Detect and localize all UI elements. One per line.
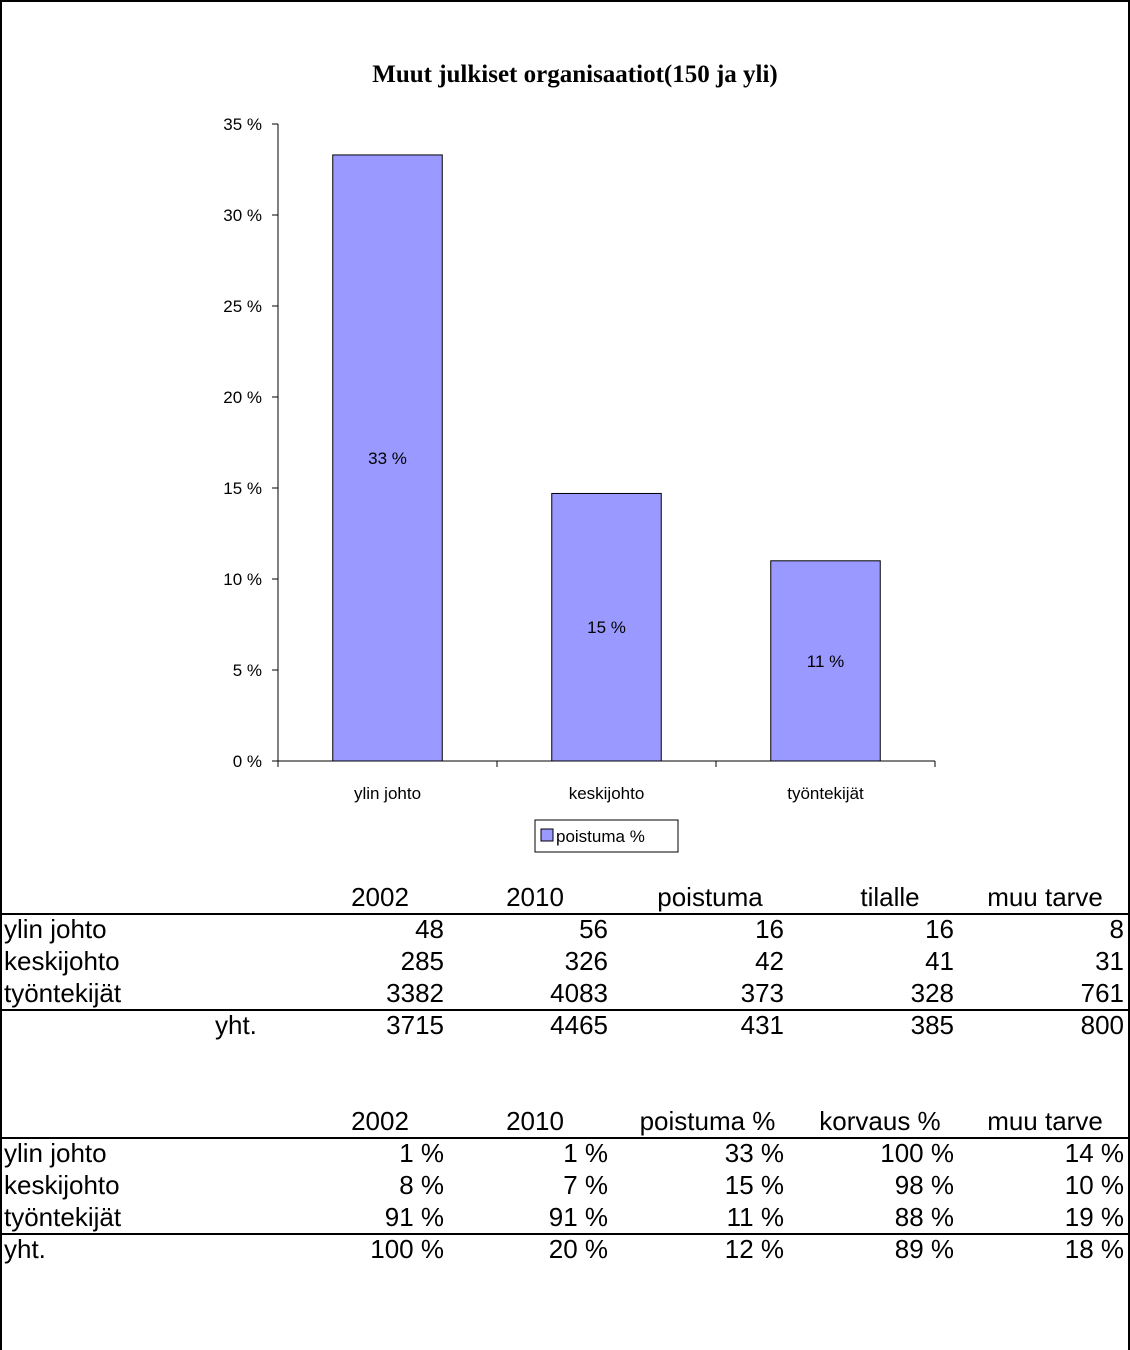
bar-data-label: 33 % [368, 449, 407, 468]
table-cell: 20 % [548, 1234, 608, 1264]
table-cell: 11 % [726, 1202, 784, 1232]
table-cell: 285 [400, 946, 444, 976]
table-cell: 3382 [386, 978, 444, 1008]
table-cell: 373 [740, 978, 784, 1008]
bar-data-label: 11 % [807, 652, 845, 671]
bar-työntekijät [770, 560, 881, 762]
legend-label: poistuma % [556, 827, 645, 846]
x-tick-label: keskijohto [569, 784, 645, 803]
column-header: 2002 [351, 882, 409, 912]
table-row: ylin johto 1 % 1 % 33 % 100 % 14 % [0, 1137, 1130, 1169]
y-tick-label: 30 % [223, 206, 262, 225]
table-row: keskijohto 8 % 7 % 15 % 98 % 10 % [0, 1169, 1130, 1201]
table-row: ylin johto 48 56 16 16 8 [0, 913, 1130, 945]
table-cell: 385 [910, 1010, 954, 1040]
column-header: 2010 [506, 882, 564, 912]
table-cell: 100 % [880, 1138, 954, 1168]
row-label: työntekijät [4, 1202, 122, 1232]
table-cell: 98 % [894, 1170, 954, 1200]
table-cell: 761 [1080, 978, 1124, 1008]
table-total-row: yht. 100 % 20 % 12 % 89 % 18 % [0, 1233, 1130, 1265]
table-cell: 19 % [1064, 1202, 1124, 1232]
row-label: ylin johto [4, 1138, 107, 1168]
table-row: työntekijät 3382 4083 373 328 761 [0, 977, 1130, 1009]
row-label: työntekijät [4, 978, 122, 1008]
counts-table: 2002 2010 poistuma tilalle muu tarve yli… [0, 881, 1130, 1041]
y-tick-label: 0 % [233, 752, 262, 771]
table-rule [0, 913, 1130, 915]
y-tick-label: 35 % [223, 115, 262, 134]
chart-title: Muut julkiset organisaatiot(150 ja yli) [372, 61, 778, 88]
table-cell: 91 % [548, 1202, 608, 1232]
table-cell: 4083 [550, 978, 608, 1008]
table-total-row: yht. 3715 4465 431 385 800 [0, 1009, 1130, 1041]
table-row: työntekijät 91 % 91 % 11 % 88 % 19 % [0, 1201, 1130, 1233]
legend: poistuma % [534, 819, 679, 853]
table-cell: 16 [755, 914, 784, 944]
y-tick-label: 15 % [223, 479, 262, 498]
table-header-row: 2002 2010 poistuma % korvaus % muu tarve [0, 1105, 1130, 1137]
table-cell: 91 % [384, 1202, 444, 1232]
table-cell: 18 % [1064, 1234, 1124, 1264]
column-header: poistuma % [639, 1106, 776, 1136]
table-cell: 10 % [1064, 1170, 1124, 1200]
table-cell: 42 [755, 946, 784, 976]
row-label: keskijohto [4, 946, 120, 976]
row-label: ylin johto [4, 914, 107, 944]
y-tick-label: 20 % [223, 388, 262, 407]
column-header: korvaus % [819, 1106, 941, 1136]
total-label: yht. [215, 1010, 257, 1040]
table-cell: 1 % [563, 1138, 608, 1168]
table-rule [0, 1137, 1130, 1139]
legend-swatch [540, 828, 554, 842]
table-cell: 431 [740, 1010, 784, 1040]
table-cell: 12 % [724, 1234, 784, 1264]
column-header: 2002 [351, 1106, 409, 1136]
table-cell: 4465 [550, 1010, 608, 1040]
table-cell: 16 [925, 914, 954, 944]
bar-data-label: 15 % [587, 618, 626, 637]
table-cell: 328 [910, 978, 954, 1008]
table-cell: 31 [1095, 946, 1124, 976]
table-cell: 3715 [386, 1010, 444, 1040]
table-cell: 15 % [724, 1170, 784, 1200]
table-cell: 14 % [1064, 1138, 1124, 1168]
table-cell: 7 % [563, 1170, 608, 1200]
bar-keskijohto [551, 492, 662, 762]
y-tick-label: 5 % [233, 661, 262, 680]
table-cell: 326 [564, 946, 608, 976]
table-cell: 89 % [894, 1234, 954, 1264]
x-tick-label: työntekijät [787, 784, 864, 803]
table-cell: 1 % [399, 1138, 444, 1168]
table-cell: 8 [1109, 914, 1124, 944]
column-header: poistuma [657, 882, 763, 912]
table-total-rule [0, 1233, 1130, 1235]
total-label: yht. [4, 1234, 46, 1264]
table-cell: 48 [415, 914, 444, 944]
table-cell: 8 % [399, 1170, 444, 1200]
table-cell: 88 % [894, 1202, 954, 1232]
percent-table: 2002 2010 poistuma % korvaus % muu tarve… [0, 1105, 1130, 1265]
table-cell: 56 [579, 914, 608, 944]
column-header: muu tarve [987, 1106, 1103, 1136]
column-header: muu tarve [987, 882, 1103, 912]
table-row: keskijohto 285 326 42 41 31 [0, 945, 1130, 977]
bar-ylin-johto [332, 154, 443, 762]
column-header: 2010 [506, 1106, 564, 1136]
row-label: keskijohto [4, 1170, 120, 1200]
y-tick-label: 10 % [223, 570, 262, 589]
table-cell: 100 % [370, 1234, 444, 1264]
y-tick-label: 25 % [223, 297, 262, 316]
column-header: tilalle [860, 882, 920, 912]
table-total-rule [0, 1009, 1130, 1011]
legend-box [534, 819, 679, 853]
bar-chart: Muut julkiset organisaatiot(150 ja yli) … [223, 61, 936, 853]
table-cell: 41 [925, 946, 954, 976]
table-cell: 800 [1080, 1010, 1124, 1040]
table-header-row: 2002 2010 poistuma tilalle muu tarve [0, 881, 1130, 913]
x-tick-label: ylin johto [354, 784, 421, 803]
table-cell: 33 % [724, 1138, 784, 1168]
